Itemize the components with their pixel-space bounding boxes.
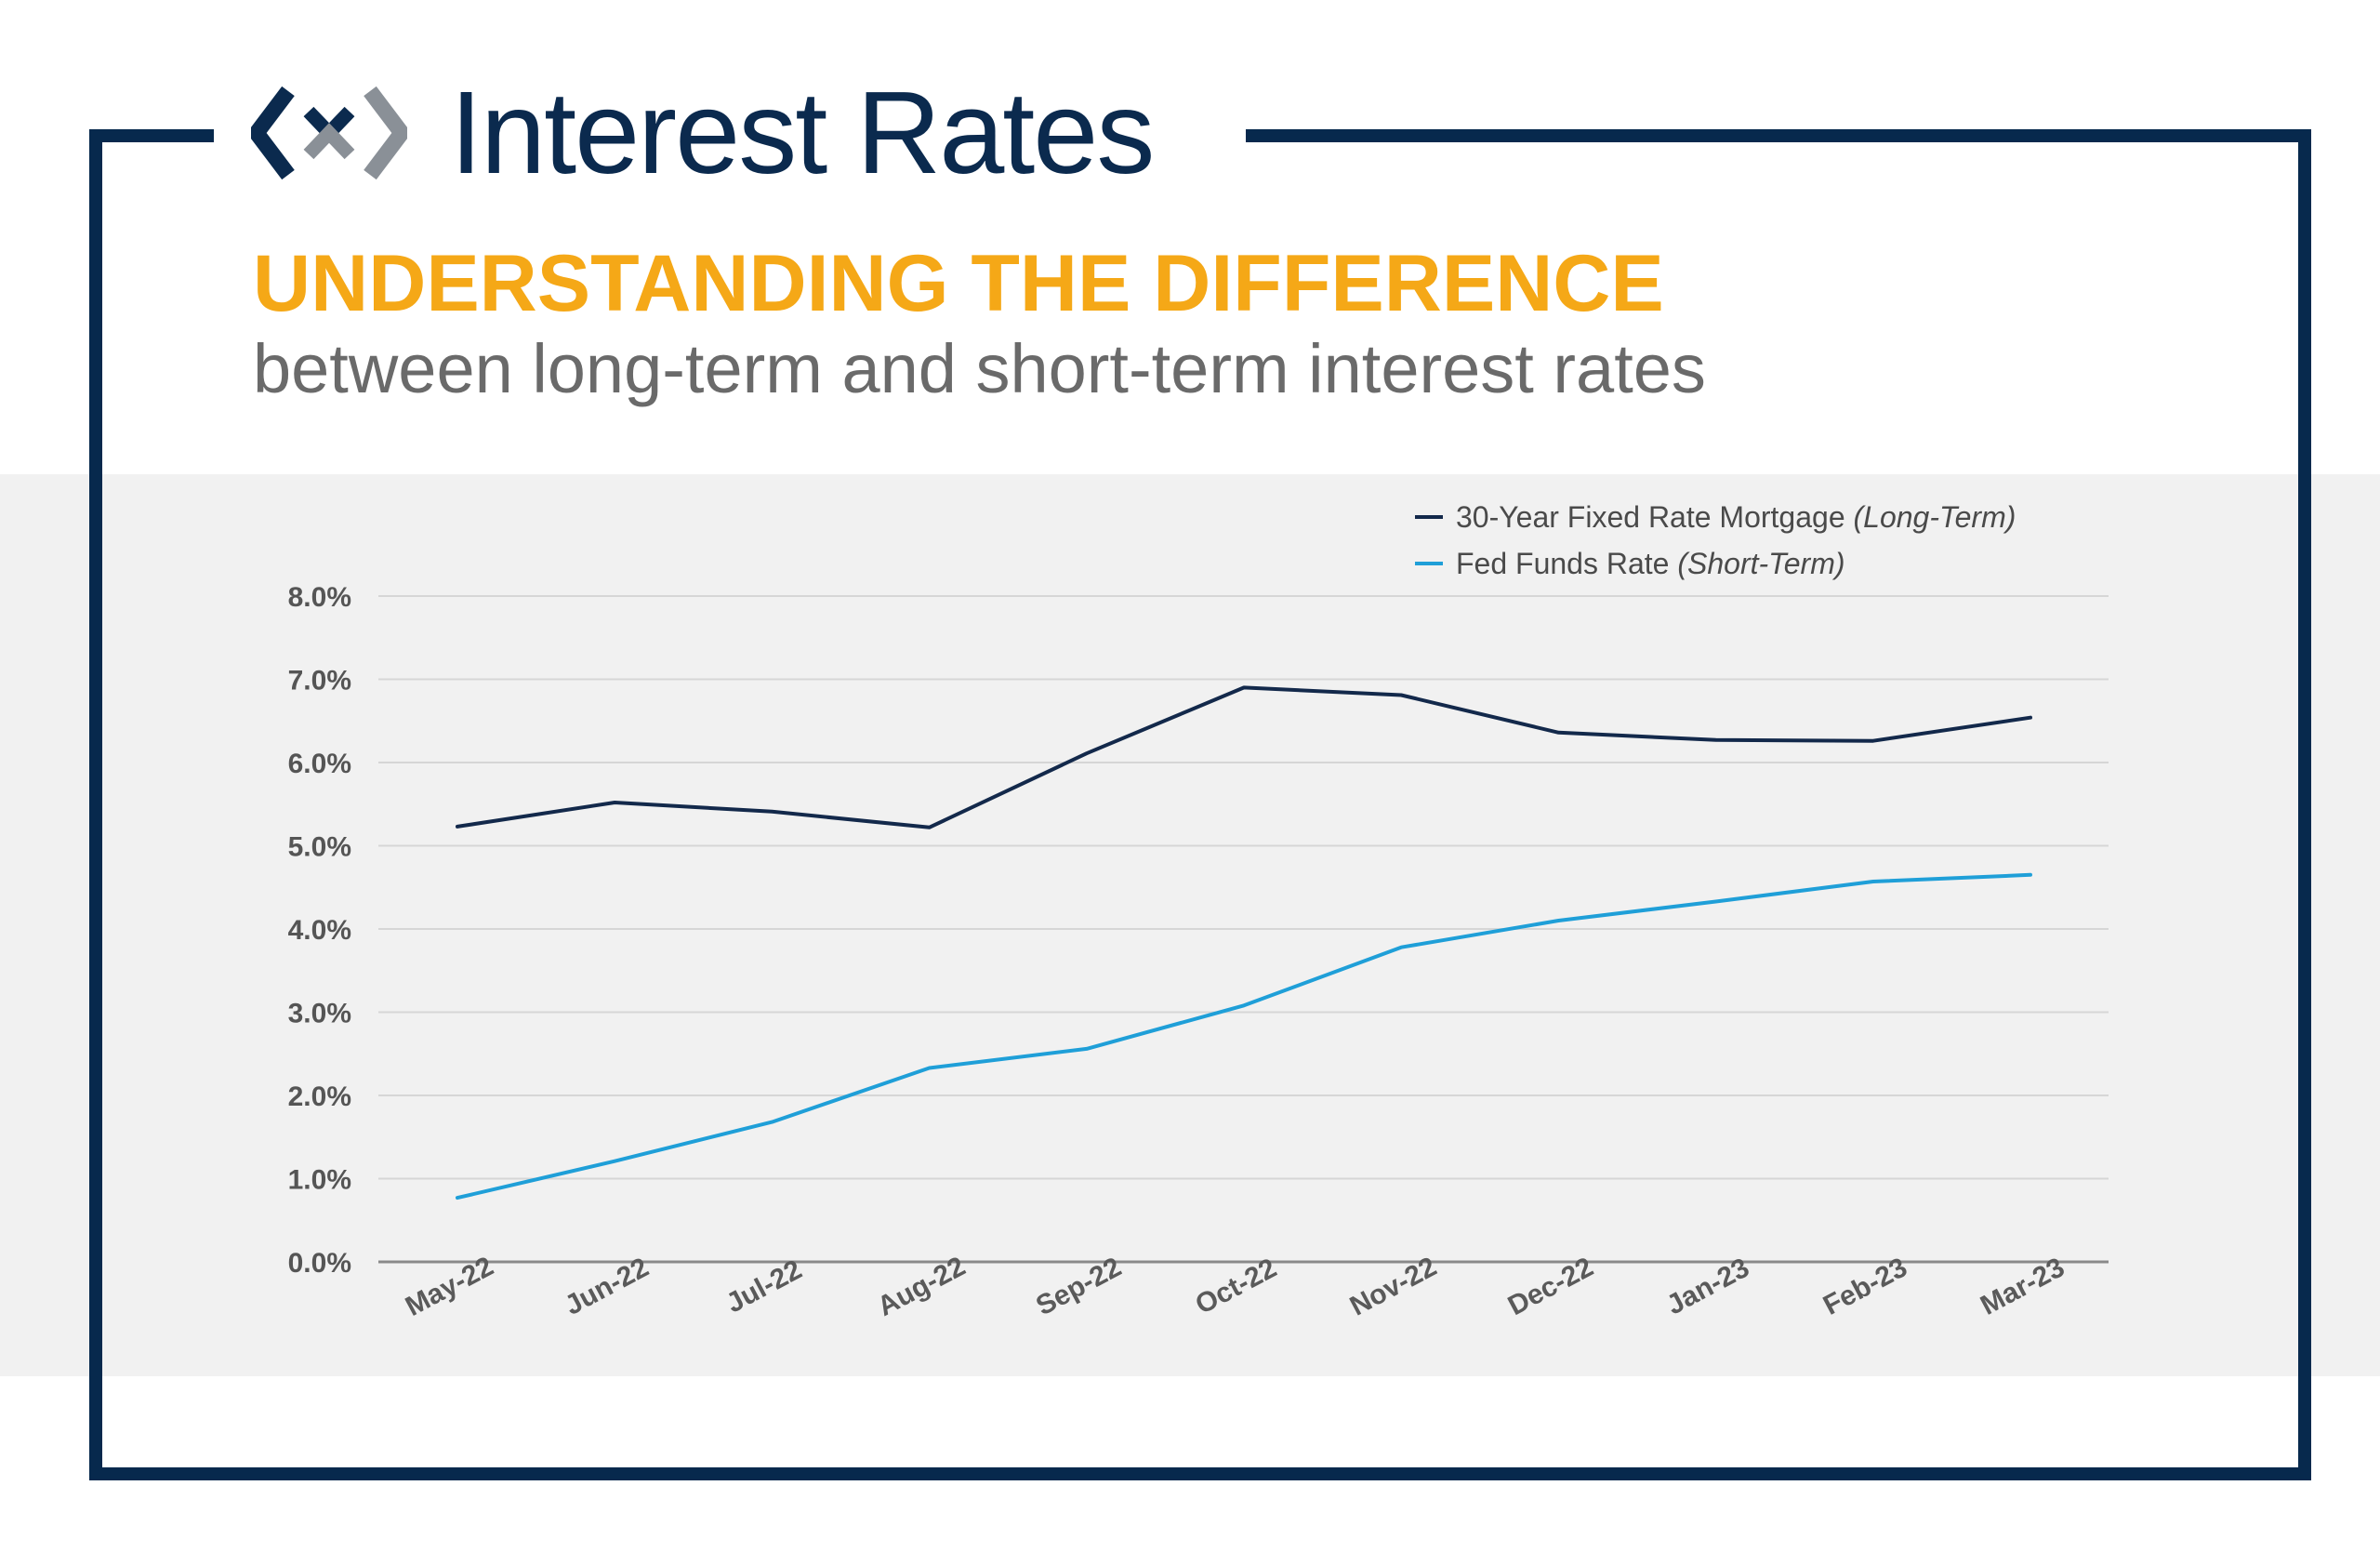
short-term-series-line [456,872,2032,1200]
legend-entry: Fed Funds Rate (Short-Term) [1456,547,1845,580]
y-tick-label: 4.0% [288,915,351,946]
y-tick-label: 6.0% [288,749,351,779]
legend-entry: 30-Year Fixed Rate Mortgage (Long-Term) [1456,500,2016,534]
page-title: Interest Rates [450,67,1155,198]
brand-logo-icon [251,86,407,180]
y-tick-label: 5.0% [288,832,351,863]
y-tick-label: 0.0% [288,1248,351,1279]
long-term-series-line [456,685,2032,829]
y-tick-label: 3.0% [288,999,351,1029]
chart-background-band [0,474,2380,1376]
x-tick-label: Jul-22 [721,1254,807,1320]
headline: UNDERSTANDING THE DIFFERENCE [253,239,1664,328]
y-tick-label: 1.0% [288,1165,351,1196]
y-tick-label: 2.0% [288,1081,351,1112]
subheadline: between long-term and short-term interes… [253,330,1706,407]
y-tick-label: 7.0% [288,666,351,696]
y-tick-label: 8.0% [288,582,351,613]
